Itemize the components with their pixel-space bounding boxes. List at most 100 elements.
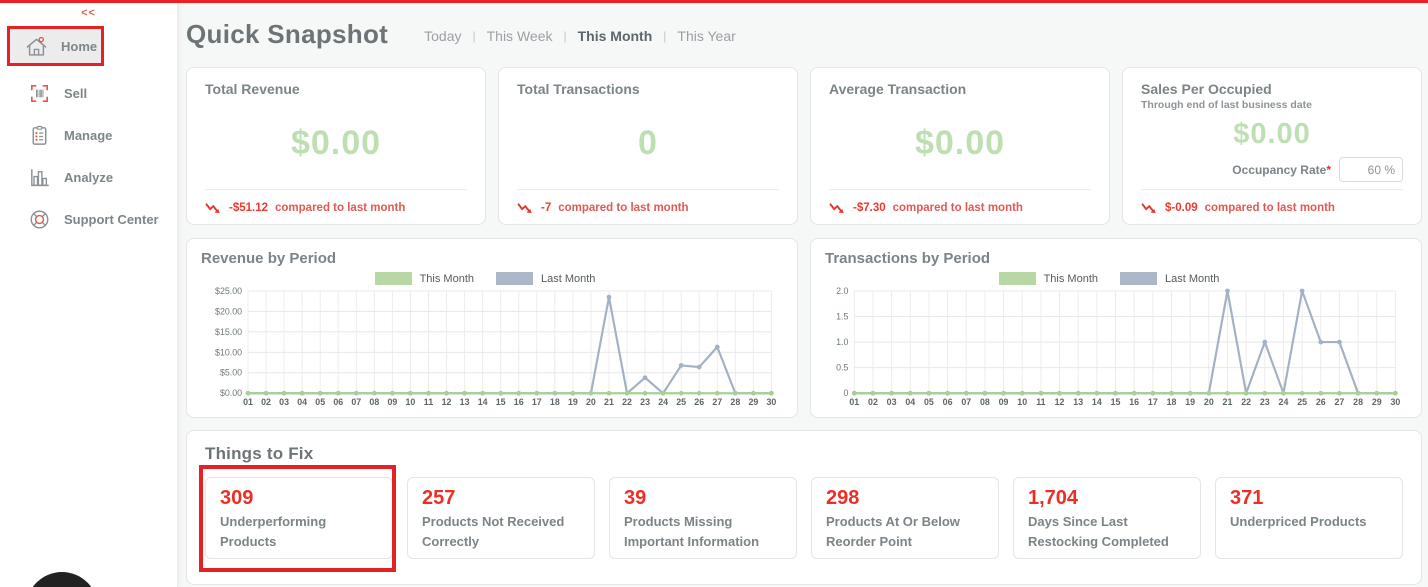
svg-text:18: 18	[550, 397, 560, 407]
svg-text:30: 30	[1390, 397, 1400, 407]
kpi-value: $0.00	[1233, 117, 1311, 150]
svg-text:04: 04	[297, 397, 307, 407]
svg-text:0: 0	[843, 388, 848, 398]
svg-text:03: 03	[279, 397, 289, 407]
svg-text:28: 28	[1353, 397, 1363, 407]
svg-text:21: 21	[1223, 397, 1233, 407]
transactions-line-chart: 01 02 03 04 05 06 07 08 09 10 11 12 13 14 15 16 17 18 19 20…	[836, 287, 1400, 407]
life-ring-icon	[30, 210, 49, 228]
kpi-card-total-transactions: Total Transactions 0 -7 compared to last…	[498, 67, 798, 225]
kpi-value: $0.00	[914, 123, 1006, 162]
fix-label: Products Not Received Correctly	[422, 514, 565, 550]
svg-text:14: 14	[1092, 397, 1102, 407]
svg-text:24: 24	[658, 397, 668, 407]
kpi-title: Average Transaction	[829, 81, 967, 97]
revenue-line-chart: 01 02 03 04 05 06 07 08 09 10 11 12 13 14 15 16 17 18 19 20…	[215, 287, 776, 407]
svg-text:07: 07	[351, 397, 361, 407]
svg-text:13: 13	[1073, 397, 1083, 407]
svg-text:$0.00: $0.00	[220, 388, 242, 398]
svg-text:29: 29	[1372, 397, 1382, 407]
sidebar-item-manage[interactable]: Manage	[0, 114, 177, 156]
tab-this-month[interactable]: This Month	[577, 28, 653, 44]
barcode-scan-icon	[31, 84, 48, 102]
sidebar-item-analyze[interactable]: Analyze	[0, 156, 177, 198]
trend-text: compared to last month	[1204, 202, 1335, 214]
bar-chart-icon	[31, 168, 49, 186]
svg-text:04: 04	[905, 397, 915, 407]
svg-text:06: 06	[333, 397, 343, 407]
svg-text:07: 07	[961, 397, 971, 407]
svg-text:10: 10	[1017, 397, 1027, 407]
fix-count: 1,704	[1028, 487, 1079, 509]
svg-text:15: 15	[496, 397, 506, 407]
svg-text:20: 20	[586, 397, 596, 407]
svg-text:08: 08	[369, 397, 379, 407]
kpi-card-total-revenue: Total Revenue $0.00 -$51.12 compared to …	[186, 67, 486, 225]
sidebar-item-support-center[interactable]: Support Center	[0, 198, 177, 240]
fix-count: 371	[1230, 487, 1264, 509]
legend-swatch-last-month	[1120, 272, 1157, 285]
svg-text:05: 05	[315, 397, 325, 407]
svg-text:16: 16	[1129, 397, 1139, 407]
svg-text:11: 11	[1036, 397, 1045, 407]
trend-value: -7	[541, 202, 552, 214]
things-to-fix-section: Things to Fix 309 Underperforming Produc…	[186, 430, 1422, 585]
svg-text:$5.00: $5.00	[220, 368, 242, 378]
required-asterisk: *	[1326, 162, 1331, 177]
kpi-value: $0.00	[290, 123, 382, 162]
fix-card-products-at-or-below-reorder-point[interactable]: 298 Products At Or Below Reorder Point	[811, 477, 999, 559]
svg-text:1.0: 1.0	[836, 337, 848, 347]
kpi-trend: -$7.30 compared to last month	[829, 190, 1091, 214]
trend-value: -$7.30	[853, 202, 886, 214]
svg-text:25: 25	[1297, 397, 1307, 407]
kpi-title: Sales Per Occupied	[1141, 81, 1272, 97]
svg-text:$25.00: $25.00	[215, 287, 242, 296]
trend-down-icon	[1141, 203, 1156, 214]
legend-swatch-this-month	[998, 272, 1036, 285]
svg-text:15: 15	[1111, 397, 1121, 407]
kpi-title: Total Transactions	[517, 81, 640, 97]
svg-text:24: 24	[1279, 397, 1289, 407]
revenue-by-period-chart-card: Revenue by Period This Month Last Month …	[186, 238, 798, 418]
legend-label: Last Month	[541, 272, 596, 285]
fix-card-products-not-received-correctly[interactable]: 257 Products Not Received Correctly	[407, 477, 595, 559]
tab-separator: |	[563, 29, 567, 43]
fix-label: Days Since Last Restocking Completed	[1028, 514, 1169, 550]
trend-value: -$51.12	[229, 202, 269, 214]
svg-text:12: 12	[1055, 397, 1065, 407]
trend-text: compared to last month	[558, 202, 689, 214]
fix-card-underperforming-products[interactable]: 309 Underperforming Products	[199, 465, 396, 572]
svg-text:21: 21	[604, 397, 614, 407]
tab-today[interactable]: Today	[424, 28, 462, 44]
trend-down-icon	[205, 203, 220, 214]
svg-text:09: 09	[387, 397, 397, 407]
fix-count: 39	[624, 487, 647, 509]
svg-text:$15.00: $15.00	[215, 327, 242, 337]
fix-card-underpriced-products[interactable]: 371 Underpriced Products	[1215, 477, 1403, 559]
fix-label: Products At Or Below Reorder Point	[826, 514, 960, 550]
occupancy-rate-input[interactable]	[1339, 157, 1403, 182]
svg-text:1.5: 1.5	[836, 311, 848, 321]
svg-text:28: 28	[730, 397, 740, 407]
chart-title: Transactions by Period	[825, 250, 991, 267]
tab-this-week[interactable]: This Week	[486, 28, 553, 44]
clipboard-checklist-icon	[32, 125, 47, 145]
page-title: Quick Snapshot	[186, 18, 389, 49]
kpi-trend: -7 compared to last month	[517, 190, 779, 214]
occupancy-rate-label: Occupancy Rate*	[1232, 162, 1331, 177]
sidebar-item-sell[interactable]: Sell	[0, 72, 177, 114]
svg-text:27: 27	[1335, 397, 1345, 407]
svg-text:11: 11	[424, 397, 433, 407]
trend-value: $-0.09	[1165, 202, 1198, 214]
tab-this-year[interactable]: This Year	[677, 28, 736, 44]
fix-card-products-missing-important-information[interactable]: 39 Products Missing Important Informatio…	[609, 477, 797, 559]
sidebar-item-label: Sell	[64, 85, 88, 101]
sidebar-collapse-button[interactable]: <<	[81, 7, 96, 19]
svg-text:22: 22	[622, 397, 632, 407]
fix-label: Underpriced Products	[1230, 514, 1367, 529]
sidebar-item-home[interactable]: Home	[7, 26, 104, 66]
things-to-fix-grid: 309 Underperforming Products 257 Product…	[199, 465, 1403, 572]
trend-text: compared to last month	[275, 202, 406, 214]
fix-card-days-since-last-restocking[interactable]: 1,704 Days Since Last Restocking Complet…	[1013, 477, 1201, 559]
